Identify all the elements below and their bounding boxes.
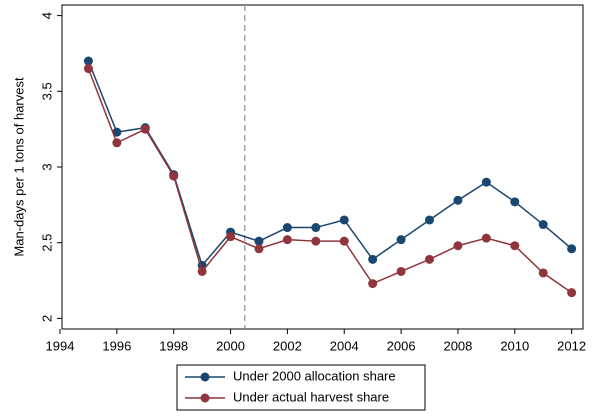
series-line [87,60,573,267]
data-point [282,223,292,233]
legend-marker [200,393,210,403]
data-point [311,223,321,233]
data-point [453,241,463,251]
data-point [396,235,406,245]
y-axis-title: Man-days per 1 tons of harvest [11,77,26,257]
data-point [481,177,491,187]
y-tick-label: 2 [39,315,54,322]
x-tick-label: 2010 [500,338,529,353]
x-tick-label: 2006 [387,338,416,353]
legend-box [176,364,426,411]
y-tick-label: 4 [39,12,54,19]
data-point [538,268,548,278]
x-tick-label: 2002 [273,338,302,353]
data-point [197,266,207,276]
data-point [83,56,93,66]
data-point [339,236,349,246]
data-point [510,241,520,251]
x-tick-label: 1998 [159,338,188,353]
data-point [368,254,378,264]
series-line [87,68,573,294]
x-tick-label: 2000 [216,338,245,353]
data-point [282,235,292,245]
data-point [254,244,264,254]
data-point [538,220,548,230]
data-point [368,279,378,289]
data-point [169,171,179,181]
data-point [140,124,150,134]
x-tick-label: 2008 [443,338,472,353]
data-point [567,288,577,298]
data-point [112,138,122,148]
data-point [226,232,236,242]
y-tick-label: 3.5 [39,82,54,100]
data-point [425,215,435,225]
legend-marker [200,372,210,382]
x-tick-label: 1996 [102,338,131,353]
x-tick-label: 2004 [330,338,359,353]
data-point [481,233,491,243]
data-point [339,215,349,225]
x-tick-label: 1994 [46,338,75,353]
data-point [311,236,321,246]
legend-label: Under actual harvest share [233,389,389,404]
data-point [425,254,435,264]
data-point [510,197,520,207]
y-tick-label: 2.5 [39,234,54,252]
y-tick-label: 3 [39,163,54,170]
data-point [112,127,122,137]
x-tick-label: 2012 [557,338,586,353]
legend-label: Under 2000 allocation share [233,368,396,383]
data-point [453,195,463,205]
data-point [254,236,264,246]
data-point [396,266,406,276]
data-point [83,64,93,74]
data-point [567,244,577,254]
